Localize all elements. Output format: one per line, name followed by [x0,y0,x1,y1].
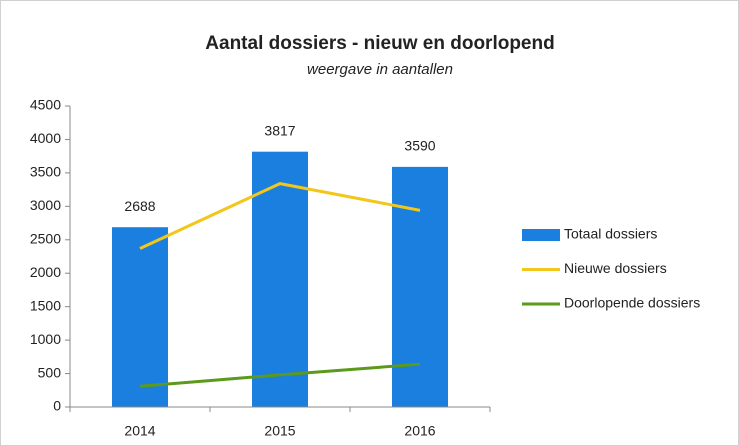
legend-label: Totaal dossiers [564,226,657,242]
data-label: 2688 [124,198,155,214]
y-tick-label: 2000 [30,264,61,280]
legend-label: Nieuwe dossiers [564,260,667,276]
legend-label: Doorlopende dossiers [564,295,700,311]
line [139,362,421,388]
y-tick-label: 500 [38,364,62,380]
y-tick-label: 2500 [30,230,61,246]
y-tick-label: 4000 [30,130,61,146]
bar [112,227,168,407]
legend-swatch [522,229,560,241]
bar [392,166,448,407]
y-tick-label: 0 [53,398,61,414]
x-tick-label: 2015 [264,423,295,439]
bar [252,151,308,407]
y-tick-label: 3000 [30,197,61,213]
data-label: 3590 [404,138,435,154]
x-tick-label: 2014 [124,423,155,439]
chart-title: Aantal dossiers - nieuw en doorlopend [205,33,554,54]
chart-subtitle: weergave in aantallen [307,61,453,78]
y-tick-label: 1000 [30,331,61,347]
x-tick-label: 2016 [404,423,435,439]
y-tick-label: 3500 [30,164,61,180]
line [139,182,421,250]
y-tick-label: 1500 [30,297,61,313]
y-tick-label: 4500 [30,97,61,113]
data-label: 3817 [264,122,295,138]
